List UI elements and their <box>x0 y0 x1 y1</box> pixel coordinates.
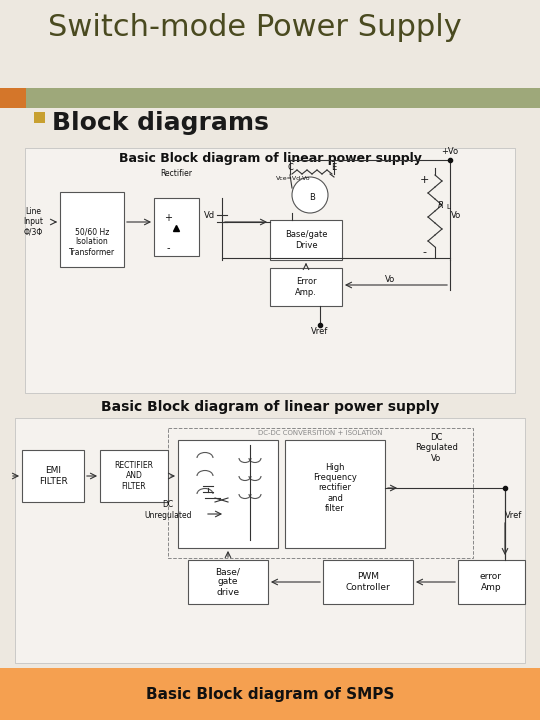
Bar <box>0 88 540 108</box>
Text: +: + <box>164 213 172 223</box>
Bar <box>188 560 268 604</box>
Text: DC
Regulated
Vo: DC Regulated Vo <box>415 433 458 463</box>
Text: Block diagrams: Block diagrams <box>52 111 269 135</box>
Text: Rectifier: Rectifier <box>160 169 192 179</box>
Bar <box>285 440 385 548</box>
Bar <box>100 450 168 502</box>
Text: High
Frequency
rectifier
and
filter: High Frequency rectifier and filter <box>313 463 357 513</box>
Bar <box>323 560 413 604</box>
Text: Vref: Vref <box>505 510 522 520</box>
Text: R: R <box>438 200 444 210</box>
Text: EMI
FILTER: EMI FILTER <box>39 467 68 486</box>
Text: +: + <box>420 175 429 185</box>
Text: Vo: Vo <box>451 210 461 220</box>
Text: DC
Unregulated: DC Unregulated <box>144 500 192 520</box>
Text: L: L <box>446 204 450 210</box>
Text: 50/60 Hz
Isolation
Transformer: 50/60 Hz Isolation Transformer <box>69 227 115 257</box>
Bar <box>0 88 26 108</box>
Bar <box>178 440 278 548</box>
Text: Vce=Vd-Vo: Vce=Vd-Vo <box>276 176 310 181</box>
Bar <box>60 192 124 267</box>
Text: C: C <box>287 163 293 173</box>
Text: DC-DC CONVERSITION + ISOLATION: DC-DC CONVERSITION + ISOLATION <box>258 430 382 436</box>
Text: Base/
gate
drive: Base/ gate drive <box>215 567 240 597</box>
Text: -: - <box>166 243 170 253</box>
Bar <box>458 560 525 604</box>
Text: Basic Block diagram of linear power supply: Basic Block diagram of linear power supp… <box>119 152 421 165</box>
Text: -: - <box>422 247 426 257</box>
Text: B: B <box>309 192 315 202</box>
Bar <box>0 668 540 720</box>
Text: Vo: Vo <box>385 276 395 284</box>
Bar <box>270 268 342 306</box>
Text: Vref: Vref <box>312 328 329 336</box>
Text: +Vo: +Vo <box>441 148 458 156</box>
Text: error
Amp: error Amp <box>480 572 502 592</box>
Text: Basic Block diagram of SMPS: Basic Block diagram of SMPS <box>146 686 394 701</box>
Circle shape <box>292 177 328 213</box>
Text: E: E <box>332 163 336 173</box>
Text: Vd: Vd <box>205 210 215 220</box>
Bar <box>22 450 84 502</box>
Bar <box>25 148 515 393</box>
Bar <box>15 418 525 663</box>
Text: Switch-mode Power Supply: Switch-mode Power Supply <box>48 13 462 42</box>
Text: Basic Block diagram of linear power supply: Basic Block diagram of linear power supp… <box>101 400 439 414</box>
Text: Line
Input
Φ/3Φ: Line Input Φ/3Φ <box>23 207 43 237</box>
Bar <box>270 220 342 260</box>
Text: Error
Amp.: Error Amp. <box>295 277 317 297</box>
Text: Base/gate
Drive: Base/gate Drive <box>285 230 327 250</box>
Text: PWM
Controller: PWM Controller <box>346 572 390 592</box>
Bar <box>154 198 199 256</box>
Bar <box>34 112 45 123</box>
Text: RECTIFIER
AND
FILTER: RECTIFIER AND FILTER <box>114 461 153 491</box>
Bar <box>168 428 473 558</box>
